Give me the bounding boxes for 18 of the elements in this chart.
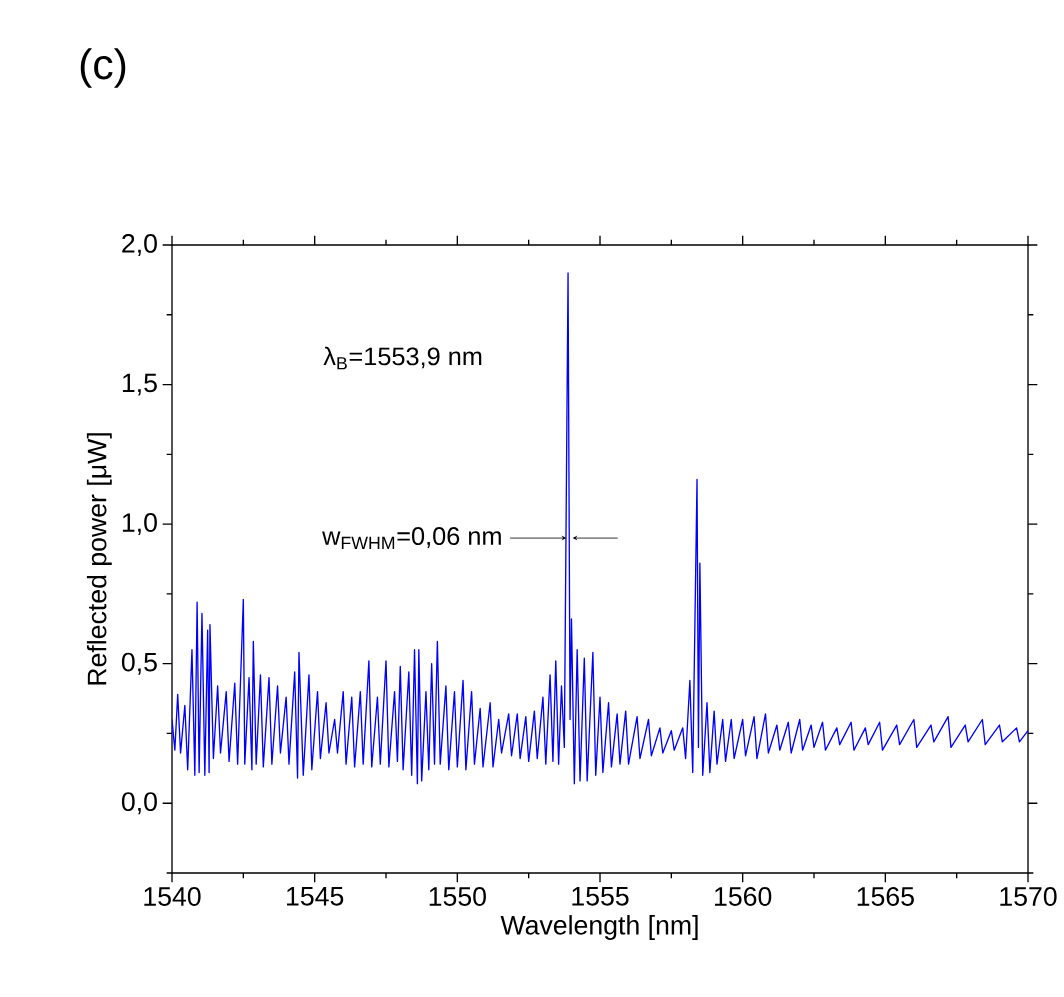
y-axis-title: Reflected power [μW] xyxy=(86,433,112,685)
x-tick-label: 1570 xyxy=(1000,887,1057,906)
annotation: λ$_{B}$=1553,9 nm xyxy=(323,346,482,370)
y-tick-label: 2,0 xyxy=(122,233,157,257)
x-tick-label: 1560 xyxy=(715,887,772,906)
x-tick-label: 1550 xyxy=(429,887,486,906)
x-tick-label: 1545 xyxy=(287,887,344,906)
y-tick-label: 0,0 xyxy=(121,792,157,815)
chart-title: (c) xyxy=(80,48,126,88)
y-tick-label: 1,5 xyxy=(122,373,157,396)
line-series xyxy=(172,272,1029,785)
annotation: w$_{FWHM}$=0,06 nm xyxy=(322,527,501,550)
x-tick-label: 1565 xyxy=(857,887,914,906)
x-tick-label: 1555 xyxy=(572,887,629,906)
x-axis-title: Wavelength [nm] xyxy=(500,915,698,940)
y-tick-label: 0,5 xyxy=(121,652,157,675)
x-tick-label: 1540 xyxy=(144,887,201,906)
y-tick-label: 1,0 xyxy=(122,513,157,536)
